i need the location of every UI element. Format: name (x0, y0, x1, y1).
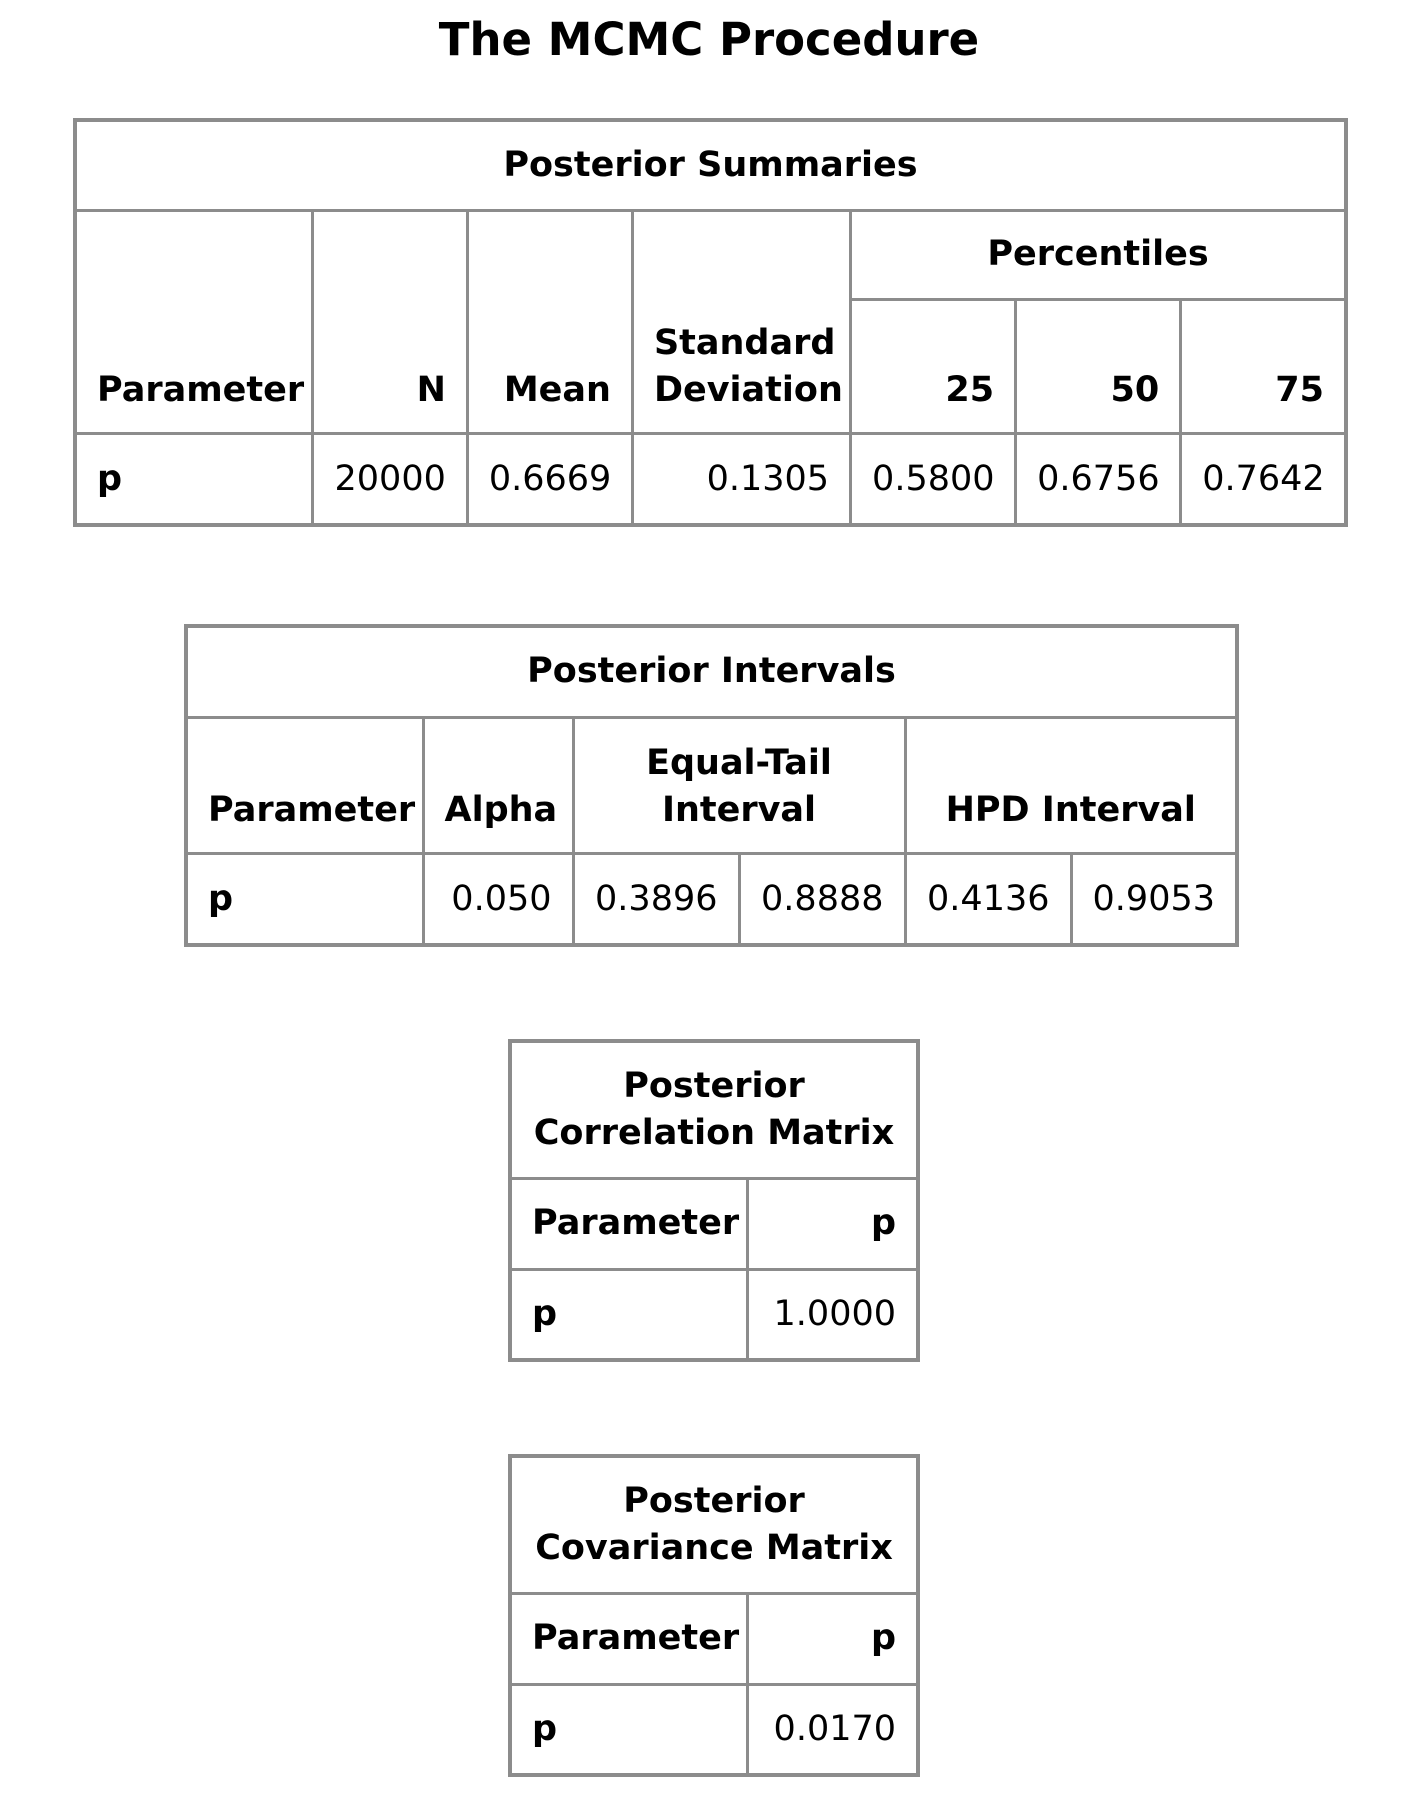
cell-p: 1.0000 (745, 1267, 920, 1362)
column-header-parameter: Parameter (73, 208, 314, 435)
cell-p50: 0.6756 (1014, 431, 1183, 527)
procedure-title: The MCMC Procedure (438, 13, 980, 66)
row-header-parameter: p (73, 431, 314, 527)
column-header-mean: Mean (465, 208, 634, 435)
row-header-parameter: p (508, 1267, 749, 1362)
cell-mean: 0.6669 (465, 431, 634, 527)
cell-equal-tail-upper: 0.8888 (737, 851, 907, 947)
table-row: p 0.050 0.3896 0.8888 0.4136 0.9053 (184, 851, 1239, 947)
caption-line1: Posterior (623, 1065, 805, 1106)
caption-line2: Correlation Matrix (533, 1112, 895, 1153)
caption-line2: Covariance Matrix (535, 1527, 893, 1568)
cell-p75: 0.7642 (1179, 431, 1348, 527)
column-header-std-line2: Deviation (653, 369, 843, 410)
cell-n: 20000 (310, 431, 469, 527)
column-header-equal-tail-line1: Equal-Tail (646, 742, 832, 783)
column-header-alpha: Alpha (421, 715, 575, 855)
column-header-p50: 50 (1014, 297, 1183, 435)
column-header-n: N (310, 208, 469, 435)
column-header-std-dev: Standard Deviation (630, 208, 853, 435)
caption-line1: Posterior (623, 1480, 805, 1521)
column-header-p: p (745, 1176, 920, 1271)
posterior-summaries-table: Posterior Summaries Parameter N Mean Sta… (73, 118, 1348, 527)
cell-equal-tail-lower: 0.3896 (571, 851, 741, 947)
column-header-p75: 75 (1179, 297, 1348, 435)
column-header-percentiles: Percentiles (849, 208, 1348, 301)
cell-alpha: 0.050 (421, 851, 575, 947)
column-header-equal-tail: Equal-Tail Interval (571, 715, 907, 855)
table-caption: Posterior Summaries (73, 118, 1348, 212)
cell-hpd-upper: 0.9053 (1069, 851, 1239, 947)
column-header-equal-tail-line2: Interval (661, 789, 817, 830)
posterior-covariance-table: Posterior Covariance Matrix Parameter p p… (508, 1454, 921, 1777)
column-header-hpd: HPD Interval (903, 715, 1239, 855)
table-row: p 0.0170 (508, 1682, 920, 1777)
posterior-intervals-table: Posterior Intervals Parameter Alpha Equa… (184, 624, 1239, 947)
column-header-parameter: Parameter (184, 715, 425, 855)
cell-p25: 0.5800 (849, 431, 1018, 527)
table-caption: Posterior Covariance Matrix (508, 1454, 920, 1595)
table-caption: Posterior Correlation Matrix (508, 1039, 920, 1180)
column-header-parameter: Parameter (508, 1176, 749, 1271)
column-header-parameter: Parameter (508, 1591, 749, 1686)
row-header-parameter: p (508, 1682, 749, 1777)
table-row: p 1.0000 (508, 1267, 920, 1362)
column-header-p25: 25 (849, 297, 1018, 435)
table-caption: Posterior Intervals (184, 624, 1239, 719)
cell-std-dev: 0.1305 (630, 431, 853, 527)
column-header-std-line1: Standard (653, 322, 836, 363)
table-row: p 20000 0.6669 0.1305 0.5800 0.6756 0.76… (73, 431, 1348, 527)
row-header-parameter: p (184, 851, 425, 947)
posterior-correlation-table: Posterior Correlation Matrix Parameter p … (508, 1039, 920, 1362)
cell-p: 0.0170 (745, 1682, 920, 1777)
column-header-p: p (745, 1591, 920, 1686)
cell-hpd-lower: 0.4136 (903, 851, 1073, 947)
